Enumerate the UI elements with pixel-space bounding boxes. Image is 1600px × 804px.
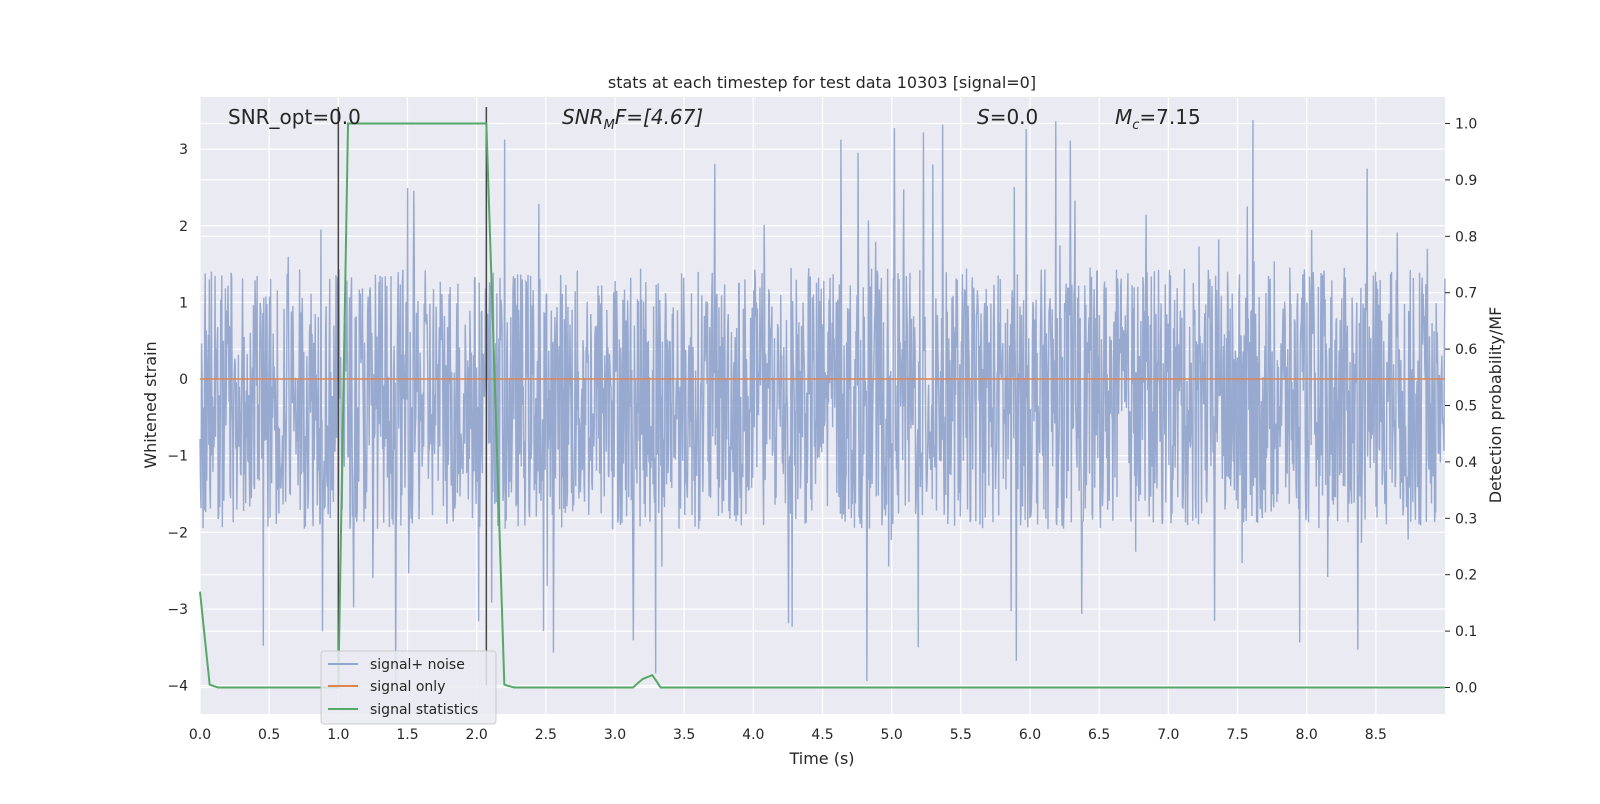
x-axis-label: Time (s) — [788, 749, 854, 768]
y-right-tick-label: 1.0 — [1455, 117, 1477, 133]
legend-label-signal-noise: signal+ noise — [370, 657, 465, 673]
x-tick-label: 5.0 — [881, 727, 903, 743]
x-tick-label: 0.5 — [258, 727, 280, 743]
y-left-tick-label: 0 — [179, 372, 188, 388]
x-tick-label: 7.0 — [1157, 727, 1179, 743]
annotation-mc-base: M — [1115, 105, 1132, 129]
annotation-s-base: S — [977, 105, 990, 129]
y-left-tick-label: −3 — [167, 602, 188, 618]
y-left-tick-label: 2 — [179, 219, 188, 235]
y-left-tick-label: 1 — [179, 295, 188, 311]
signal-noise-line — [199, 120, 1446, 685]
annotation-snr-opt: SNR_opt=0.0 — [228, 105, 361, 129]
y-right-tick-label: 0.4 — [1455, 455, 1477, 471]
legend-label-signal-only: signal only — [370, 679, 445, 695]
x-tick-label: 6.0 — [1019, 727, 1041, 743]
annotation-snr-mf-base: SNR — [562, 105, 604, 129]
y-axis-left-label: Whitened strain — [141, 341, 160, 468]
x-tick-label: 4.5 — [811, 727, 833, 743]
annotation-mc: Mc=7.15 — [1115, 105, 1201, 133]
x-tick-label: 3.0 — [604, 727, 626, 743]
y-left-tick-label: −1 — [167, 449, 188, 465]
annotation-s: S=0.0 — [977, 105, 1038, 129]
legend-box — [320, 650, 497, 725]
x-tick-label: 6.5 — [1088, 727, 1110, 743]
x-tick-label: 8.5 — [1365, 727, 1387, 743]
annotation-mc-rest: =7.15 — [1139, 105, 1200, 129]
y-right-tick-label: 0.3 — [1455, 511, 1477, 527]
chart-title: stats at each timestep for test data 103… — [608, 73, 1036, 92]
y-right-tick-label: 0.5 — [1455, 399, 1477, 415]
annotation-snr-mf-rest: F=[4.67] — [615, 105, 703, 129]
x-tick-label: 3.5 — [673, 727, 695, 743]
legend-label-signal-statistics: signal statistics — [370, 702, 478, 718]
y-left-tick-label: −2 — [167, 525, 188, 541]
y-right-tick-label: 0.8 — [1455, 229, 1477, 245]
x-tick-label: 0.0 — [189, 727, 211, 743]
x-tick-label: 2.5 — [535, 727, 557, 743]
signal-noise-series — [199, 120, 1446, 685]
x-tick-label: 8.0 — [1296, 727, 1318, 743]
y-left-tick-label: −4 — [167, 679, 188, 695]
y-right-tick-label: 0.7 — [1455, 286, 1477, 302]
x-tick-label: 5.5 — [950, 727, 972, 743]
y-right-tick-label: 0.6 — [1455, 342, 1477, 358]
x-tick-label: 4.0 — [742, 727, 764, 743]
vertical-markers — [337, 106, 488, 686]
y-right-tick-label: 0.9 — [1455, 173, 1477, 189]
tick-labels: 0.0 0.5 1.0 1.5 2.0 2.5 3.0 3.5 4.0 4.5 5.0 5.5 6.0 6… — [167, 117, 1477, 743]
y-right-tick-label: 0.2 — [1455, 568, 1477, 584]
annotation-mc-sub: c — [1132, 118, 1139, 133]
y-axis-right-label: Detection probability/MF — [1486, 307, 1505, 504]
y-left-tick-label: 3 — [179, 142, 188, 158]
annotation-snr-mf: SNRMF=[4.67] — [562, 105, 703, 133]
x-tick-label: 1.0 — [327, 727, 349, 743]
x-tick-label: 1.5 — [396, 727, 418, 743]
x-tick-label: 2.0 — [466, 727, 488, 743]
legend: signal+ noise signal only signal statist… — [320, 650, 497, 725]
x-tick-label: 7.5 — [1226, 727, 1248, 743]
y-right-tick-label: 0.1 — [1455, 624, 1477, 640]
annotations: SNR_opt=0.0 SNRMF=[4.67] S=0.0 Mc=7.15 — [228, 105, 1201, 133]
annotation-snr-mf-sub: M — [604, 118, 615, 133]
y-right-tick-label: 0.0 — [1455, 680, 1477, 696]
annotation-s-rest: =0.0 — [990, 105, 1039, 129]
